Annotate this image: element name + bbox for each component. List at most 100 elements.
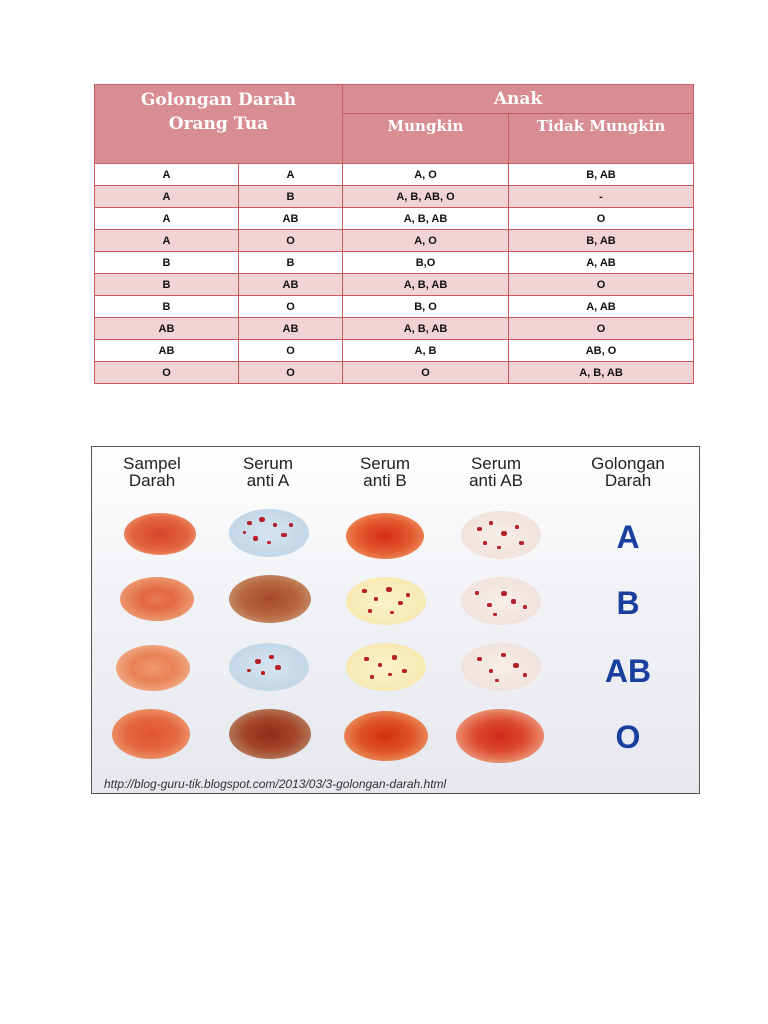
parent-2-cell: AB [238,317,343,340]
impossible-cell: B, AB [508,163,694,186]
clump [515,525,519,529]
table-row: A O A, O B, AB [94,229,694,252]
parent-2-cell: O [238,295,343,318]
parent-2-cell: O [238,339,343,362]
table-row: B B B,O A, AB [94,251,694,274]
clump [267,541,271,544]
parent-2-cell: AB [238,273,343,296]
anti-ab-drop-agglutinated [461,511,541,559]
parent-2-cell: B [238,185,343,208]
clump [364,657,369,661]
impossible-cell: O [508,207,694,230]
impossible-cell: - [508,185,694,208]
clump [386,587,392,592]
clump [501,531,507,536]
clump [388,673,392,676]
column-header-line: Darah [604,471,652,490]
clump [513,663,519,668]
anti-ab-drop-clear [456,709,544,763]
clump [497,546,501,549]
parent-2-cell: B [238,251,343,274]
clump [483,541,487,545]
clump [519,541,524,545]
clump [523,605,527,609]
possible-cell: A, B [342,339,509,362]
clump [247,521,252,525]
anti-b-drop-clear [346,513,424,559]
header-parents: Golongan Darah Orang Tua [94,84,343,164]
possible-cell: B, O [342,295,509,318]
clump [243,531,246,534]
header-parents-label: Golongan Darah Orang Tua [140,90,297,134]
possible-cell: A, B, AB, O [342,185,509,208]
anti-b-drop-agglutinated [346,577,426,625]
table-row: A AB A, B, AB O [94,207,694,230]
parent-1-cell: B [94,295,239,318]
table-row: AB AB A, B, AB O [94,317,694,340]
blood-sample-drop [116,645,190,691]
possible-cell: A, B, AB [342,273,509,296]
column-header-line: anti A [246,471,290,490]
anti-a-drop-clear [229,575,311,623]
parent-2-cell: AB [238,207,343,230]
impossible-cell: O [508,317,694,340]
clump [374,597,378,601]
parent-1-cell: B [94,251,239,274]
clump [406,593,410,597]
table-row: A B A, B, AB, O - [94,185,694,208]
blood-type-inheritance-table: Golongan Darah Orang Tua Anak Mungkin Ti… [94,84,694,384]
parent-2-cell: A [238,163,343,186]
clump [402,669,407,673]
clump [281,533,287,537]
clump [489,669,493,673]
clump [378,663,382,667]
parent-1-cell: A [94,185,239,208]
table-row: B AB A, B, AB O [94,273,694,296]
clump [362,589,367,593]
result-label: AB [604,653,652,689]
clump [477,527,482,531]
possible-cell: O [342,361,509,384]
clump [495,679,499,682]
column-header-anti-b: Serum anti B [325,455,445,489]
parent-2-cell: O [238,229,343,252]
parent-1-cell: AB [94,317,239,340]
result-label: O [615,719,641,755]
clump [269,655,274,659]
impossible-cell: O [508,273,694,296]
column-header-line: anti AB [469,471,523,490]
source-url: http://blog-guru-tik.blogspot.com/2013/0… [104,777,447,791]
clump [259,517,265,522]
impossible-cell: A, AB [508,295,694,318]
possible-cell: B,O [342,251,509,274]
clump [475,591,479,595]
column-header-line: Serum [470,454,522,473]
possible-cell: A, O [342,163,509,186]
header-impossible: Tidak Mungkin [508,113,694,164]
clump [489,521,493,525]
anti-b-drop-agglutinated [346,643,426,691]
anti-a-drop-agglutinated [229,643,309,691]
column-header-anti-a: Serum anti A [208,455,328,489]
parent-1-cell: B [94,273,239,296]
clump [370,675,374,679]
table-row: AB O A, B AB, O [94,339,694,362]
possible-cell: A, B, AB [342,317,509,340]
clump [398,601,403,605]
table-body: A A A, O B, AB A B A, B, AB, O - A AB A,… [94,163,694,384]
blood-sample-drop [112,709,190,759]
anti-a-drop-clear [229,709,311,759]
column-header-line: Darah [128,471,176,490]
clump [289,523,293,527]
clump [275,665,281,670]
anti-ab-drop-agglutinated [461,577,541,625]
parent-1-cell: O [94,361,239,384]
clump [255,659,261,664]
impossible-cell: AB, O [508,339,694,362]
table-row: B O B, O A, AB [94,295,694,318]
possible-cell: A, O [342,229,509,252]
clump [247,669,251,672]
column-header-line: Sampel [123,454,181,473]
anti-b-drop-clear [344,711,428,761]
column-header-sample: Sampel Darah [92,455,212,489]
